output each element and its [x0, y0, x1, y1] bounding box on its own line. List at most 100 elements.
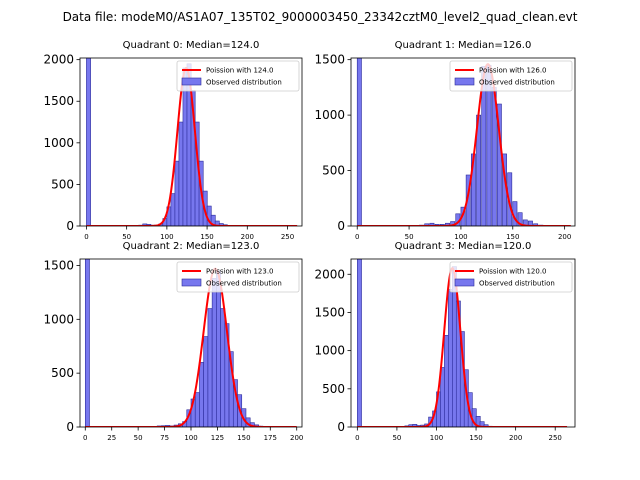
x-tick-label: 0 — [355, 434, 359, 442]
plot-area — [356, 58, 571, 226]
poisson-fit-line — [86, 66, 298, 226]
histogram-bar — [174, 160, 180, 226]
legend-patch-label: Observed distribution — [479, 79, 555, 87]
y-tick-label: 2000 — [314, 267, 345, 281]
histogram-bar — [207, 308, 213, 427]
legend-box — [176, 261, 300, 293]
chart-title: Quadrant 3: Median=120.0 — [395, 241, 532, 252]
plot-area — [357, 259, 568, 427]
chart-panel-0: Quadrant 0: Median=124.00500100015002000… — [43, 40, 303, 241]
y-tick-label: 0 — [337, 420, 345, 434]
y-tick-label: 500 — [51, 177, 74, 191]
x-tick-label: 150 — [237, 434, 250, 442]
chart-title: Quadrant 1: Median=126.0 — [395, 40, 532, 51]
y-tick-label: 0 — [66, 420, 74, 434]
y-tick-label: 500 — [322, 382, 345, 396]
y-tick-label: 1000 — [43, 312, 74, 326]
x-tick-label: 200 — [509, 434, 522, 442]
legend-box — [176, 60, 300, 92]
x-tick-label: 50 — [405, 233, 414, 241]
legend-patch-swatch — [181, 278, 202, 287]
histogram-bar — [210, 214, 216, 226]
histogram-bar — [517, 212, 523, 226]
histogram-bar — [444, 335, 449, 427]
x-tick-label: 50 — [134, 434, 143, 442]
x-tick-label: 100 — [430, 434, 443, 442]
histogram-bar-zero — [86, 58, 91, 226]
legend-patch-label: Observed distribution — [206, 280, 282, 288]
chart-panel-2: Quadrant 2: Median=123.0 0 500 1000 1500 0 25 5… — [43, 241, 303, 442]
chart-panel-1: Quadrant 1: Median=126.0 0 500 1000 1500 0 50 1… — [314, 40, 576, 241]
poisson-fit-line — [357, 266, 568, 427]
y-tick-label: 500 — [51, 366, 74, 380]
y-tick-label: 1500 — [43, 258, 74, 272]
axes-frame — [350, 258, 576, 428]
histogram-bar — [178, 121, 184, 226]
histogram-bar — [528, 220, 533, 226]
histogram-bar — [211, 278, 217, 427]
x-tick-label: 0 — [84, 233, 88, 241]
histogram-bar — [203, 336, 209, 427]
histogram-bar — [220, 308, 226, 427]
legend-line-label: Poission with 123.0 — [206, 268, 274, 276]
histogram-bar — [448, 289, 453, 427]
y-tick-label: 0 — [66, 219, 74, 233]
histogram-bar — [533, 223, 539, 226]
plot-area — [86, 58, 298, 226]
x-tick-label: 150 — [200, 233, 213, 241]
histogram-bar — [424, 223, 430, 226]
legend-patch-label: Observed distribution — [206, 79, 282, 87]
chart-title: Quadrant 2: Median=123.0 — [123, 241, 260, 252]
y-tick-label: 1500 — [314, 53, 345, 67]
y-tick-label: 1000 — [314, 108, 345, 122]
chart-legend: Poission with 126.0 Observed distribution — [449, 60, 573, 92]
x-tick-label: 75 — [160, 434, 169, 442]
x-tick-label: 50 — [392, 434, 401, 442]
legend-patch-swatch — [454, 77, 475, 86]
x-tick-label: 125 — [211, 434, 224, 442]
histogram-bar — [216, 270, 221, 427]
legend-patch-swatch — [181, 77, 202, 86]
axes-frame — [350, 57, 576, 227]
histogram-bar-zero — [84, 259, 90, 427]
x-tick-label: 0 — [355, 233, 359, 241]
x-tick-label: 50 — [122, 233, 131, 241]
x-tick-label: 200 — [290, 434, 303, 442]
histogram-bar — [199, 362, 204, 427]
y-tick-label: 1500 — [43, 94, 74, 108]
legend-patch-swatch — [454, 278, 475, 287]
x-tick-label: 200 — [241, 233, 254, 241]
y-tick-label: 500 — [322, 164, 345, 178]
legend-patch-label: Observed distribution — [479, 280, 555, 288]
panels: Quadrant 0: Median=124.00500100015002000… — [43, 40, 576, 442]
y-tick-label: 1000 — [43, 136, 74, 150]
histogram-bar — [182, 67, 188, 226]
histogram-bar-zero — [356, 58, 362, 226]
chart-legend: Poission with 120.0 Observed distribution — [449, 261, 573, 293]
x-tick-label: 250 — [549, 434, 562, 442]
x-tick-label: 100 — [184, 434, 197, 442]
legend-line-label: Poission with 124.0 — [206, 67, 274, 75]
x-tick-label: 150 — [506, 233, 519, 241]
chart-title: Quadrant 0: Median=124.0 — [123, 40, 260, 51]
x-tick-label: 150 — [469, 434, 482, 442]
axes-frame — [79, 57, 303, 227]
x-tick-label: 200 — [558, 233, 571, 241]
legend-box — [449, 261, 573, 293]
histogram-bar — [194, 392, 200, 427]
legend-box — [449, 60, 573, 92]
legend-line-label: Poission with 126.0 — [479, 67, 547, 75]
figure-suptitle: Data file: modeM0/AS1A07_135T02_90000034… — [63, 10, 578, 24]
histogram-bar-zero — [357, 259, 362, 427]
y-tick-label: 0 — [337, 219, 345, 233]
chart-panel-3: Quadrant 3: Median=120.00500100015002000… — [314, 241, 576, 442]
x-tick-label: 100 — [454, 233, 467, 241]
x-tick-label: 0 — [83, 434, 87, 442]
legend-line-label: Poission with 120.0 — [479, 268, 547, 276]
x-tick-label: 250 — [281, 233, 294, 241]
chart-legend: Poission with 123.0 Observed distribution — [176, 261, 300, 293]
x-tick-label: 100 — [160, 233, 173, 241]
y-tick-label: 1500 — [314, 305, 345, 319]
x-tick-label: 175 — [264, 434, 277, 442]
